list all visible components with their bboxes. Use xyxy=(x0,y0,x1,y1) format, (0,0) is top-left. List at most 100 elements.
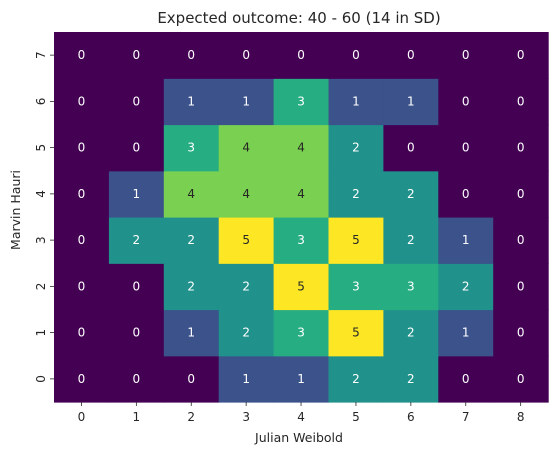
cell-value-label: 2 xyxy=(462,279,470,293)
y-axis-label: Marvin Hauri xyxy=(8,170,23,250)
heatmap-cell xyxy=(493,124,549,172)
cell-value-label: 2 xyxy=(352,187,360,201)
heatmap-cell xyxy=(438,217,494,264)
x-tick-label: 4 xyxy=(297,410,305,424)
cell-value-label: 2 xyxy=(407,233,415,247)
cell-value-label: 1 xyxy=(187,94,195,108)
cell-value-label: 2 xyxy=(407,326,415,340)
cell-value-label: 2 xyxy=(133,233,141,247)
heatmap-cell xyxy=(493,309,549,357)
heatmap-cell xyxy=(273,309,330,357)
cell-value-label: 0 xyxy=(462,187,470,201)
heatmap-cell xyxy=(54,32,110,79)
y-tick-label: 0 xyxy=(34,375,48,383)
cell-value-label: 0 xyxy=(462,48,470,62)
cell-value-label: 2 xyxy=(352,372,360,386)
heatmap-cell xyxy=(218,170,275,218)
heatmap-cell xyxy=(108,217,165,264)
cell-value-label: 4 xyxy=(242,141,250,155)
cell-value-label: 3 xyxy=(297,94,305,108)
cell-value-label: 3 xyxy=(187,141,195,155)
heatmap-cell xyxy=(438,32,494,79)
cell-value-label: 0 xyxy=(517,233,525,247)
heatmap-cell xyxy=(383,170,439,218)
heatmap-cell xyxy=(54,78,110,126)
cell-value-label: 0 xyxy=(517,48,525,62)
heatmap-cell xyxy=(273,217,330,264)
cell-value-label: 0 xyxy=(78,326,86,340)
cell-value-label: 4 xyxy=(242,187,250,201)
cell-value-label: 1 xyxy=(462,233,470,247)
cell-value-label: 0 xyxy=(352,48,360,62)
y-tick-label: 5 xyxy=(34,144,48,152)
heatmap-cell xyxy=(273,32,330,79)
cell-value-label: 1 xyxy=(297,372,305,386)
heatmap-cell xyxy=(383,124,439,172)
heatmap-cell xyxy=(108,78,165,126)
heatmap-cell xyxy=(218,263,275,311)
heatmap-cell xyxy=(163,263,220,311)
cell-value-label: 0 xyxy=(462,94,470,108)
cell-value-label: 0 xyxy=(517,94,525,108)
heatmap-cell xyxy=(493,263,549,311)
heatmap-cell xyxy=(54,355,110,403)
heatmap-cell xyxy=(383,217,439,264)
heatmap-cell xyxy=(438,309,494,357)
cell-value-label: 0 xyxy=(133,141,141,155)
heatmap-cell xyxy=(218,217,275,264)
heatmap-cell xyxy=(218,124,275,172)
cell-value-label: 4 xyxy=(297,187,305,201)
heatmap-cell xyxy=(493,78,549,126)
cell-value-label: 0 xyxy=(517,372,525,386)
x-axis-label: Julian Weibold xyxy=(254,430,343,445)
y-tick-label: 1 xyxy=(34,329,48,337)
cell-value-label: 0 xyxy=(133,372,141,386)
heatmap-cell xyxy=(54,170,110,218)
y-tick-label: 6 xyxy=(34,98,48,106)
x-tick-label: 0 xyxy=(78,410,86,424)
x-tick-label: 1 xyxy=(133,410,141,424)
heatmap-cell xyxy=(328,170,384,218)
heatmap-cell xyxy=(163,309,220,357)
cell-value-label: 0 xyxy=(78,48,86,62)
cell-value-label: 4 xyxy=(297,141,305,155)
cell-value-label: 0 xyxy=(517,326,525,340)
heatmap-cell xyxy=(383,32,439,79)
y-tick-label: 3 xyxy=(34,236,48,244)
heatmap-cell xyxy=(328,355,384,403)
heatmap-cell xyxy=(218,78,275,126)
cell-value-label: 0 xyxy=(78,141,86,155)
heatmap-cell xyxy=(163,170,220,218)
x-tick-label: 6 xyxy=(407,410,415,424)
cell-value-label: 1 xyxy=(462,326,470,340)
heatmap-cells xyxy=(54,32,549,403)
heatmap-cell xyxy=(108,309,165,357)
cell-value-label: 3 xyxy=(407,279,415,293)
cell-value-label: 0 xyxy=(462,372,470,386)
cell-value-label: 0 xyxy=(78,279,86,293)
heatmap-cell xyxy=(108,355,165,403)
heatmap-cell xyxy=(438,170,494,218)
heatmap-cell xyxy=(328,309,384,357)
x-tick-label: 8 xyxy=(517,410,525,424)
cell-value-label: 0 xyxy=(78,94,86,108)
cell-value-label: 2 xyxy=(187,233,195,247)
heatmap-cell xyxy=(108,32,165,79)
cell-value-label: 0 xyxy=(517,187,525,201)
cell-value-label: 1 xyxy=(133,187,141,201)
heatmap-cell xyxy=(273,355,330,403)
heatmap-cell xyxy=(493,217,549,264)
cell-value-label: 0 xyxy=(407,48,415,62)
heatmap-cell xyxy=(493,32,549,79)
cell-annotations: 0 0 0 1 1 2 2 0 0 0 0 1 2 3 5 2 1 0 0 0 2 2 5 3 3 2 0 0 2 2 5 3 5 2 1 0 0 1 4 4… xyxy=(78,48,525,386)
heatmap-cell xyxy=(328,124,384,172)
cell-value-label: 0 xyxy=(517,279,525,293)
heatmap-cell xyxy=(108,263,165,311)
heatmap-cell xyxy=(383,78,439,126)
heatmap-cell xyxy=(383,263,439,311)
cell-value-label: 5 xyxy=(352,326,360,340)
cell-value-label: 0 xyxy=(242,48,250,62)
cell-value-label: 0 xyxy=(78,187,86,201)
heatmap-cell xyxy=(54,124,110,172)
heatmap-cell xyxy=(218,32,275,79)
